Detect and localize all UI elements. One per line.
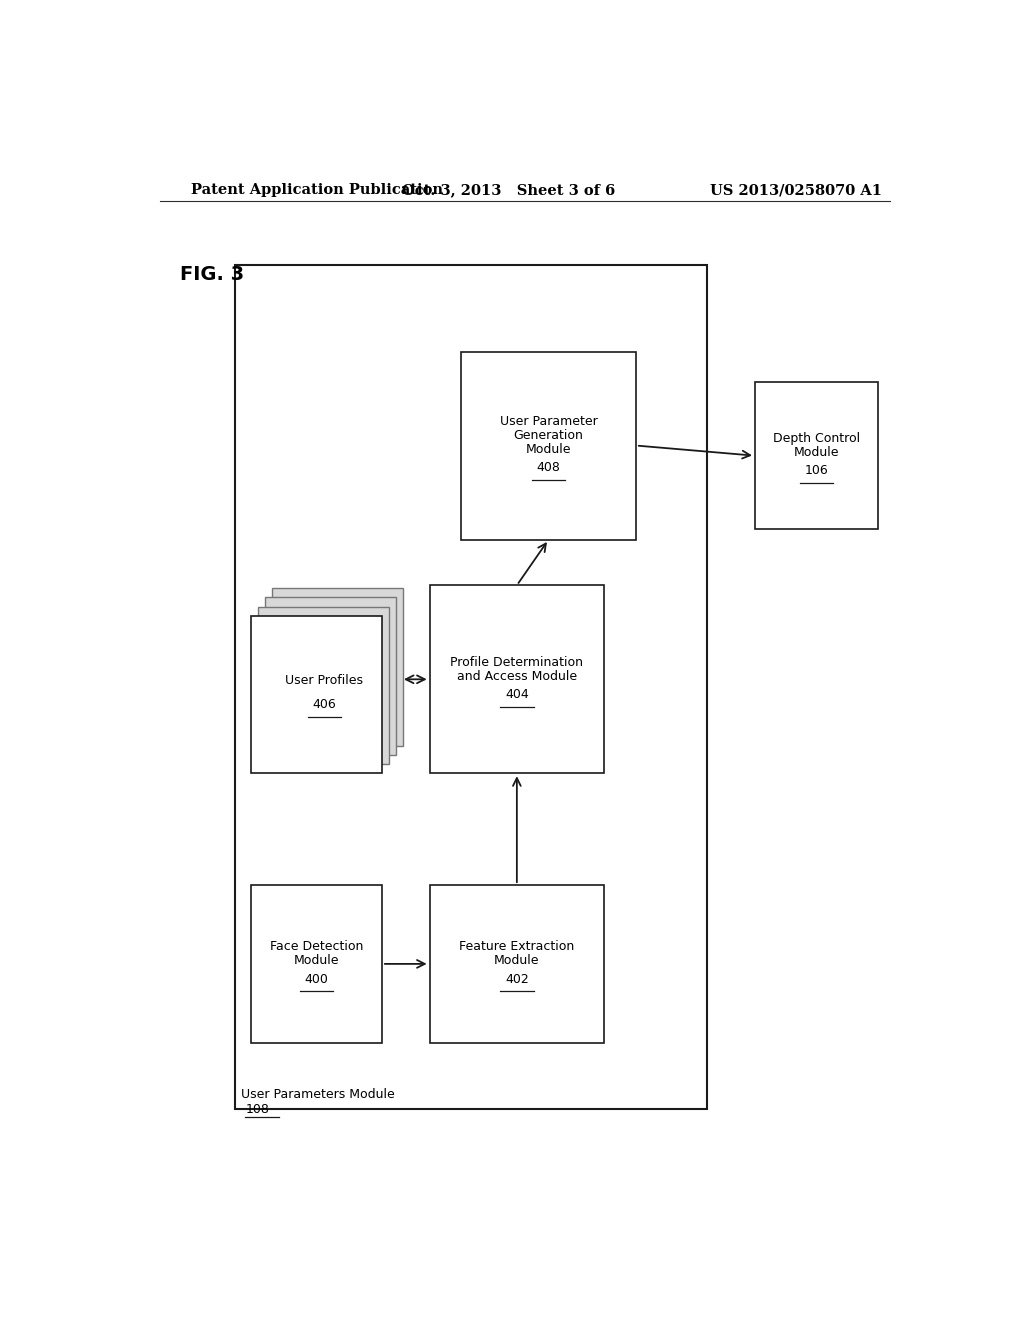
- Text: Patent Application Publication: Patent Application Publication: [191, 183, 443, 197]
- Text: Feature Extraction: Feature Extraction: [459, 940, 574, 953]
- Text: User Parameters Module: User Parameters Module: [242, 1088, 395, 1101]
- Bar: [236, 265, 708, 1109]
- Text: 408: 408: [537, 462, 560, 474]
- Text: Oct. 3, 2013   Sheet 3 of 6: Oct. 3, 2013 Sheet 3 of 6: [402, 183, 615, 197]
- Text: 406: 406: [312, 698, 336, 711]
- Text: Generation: Generation: [514, 429, 584, 442]
- Text: 106: 106: [805, 465, 828, 478]
- Text: Face Detection: Face Detection: [269, 940, 364, 953]
- Bar: [258, 607, 389, 764]
- Bar: [755, 381, 878, 529]
- Text: 402: 402: [505, 973, 528, 986]
- Bar: [251, 886, 382, 1043]
- Text: and Access Module: and Access Module: [457, 669, 577, 682]
- Text: FIG. 3: FIG. 3: [179, 265, 244, 284]
- Text: User Profiles: User Profiles: [286, 673, 364, 686]
- Text: 108: 108: [246, 1102, 269, 1115]
- Bar: [430, 886, 604, 1043]
- Text: 400: 400: [304, 973, 329, 986]
- Text: Profile Determination: Profile Determination: [451, 656, 584, 668]
- Text: User Parameter: User Parameter: [500, 414, 597, 428]
- Bar: [265, 598, 396, 755]
- Text: Module: Module: [495, 954, 540, 968]
- Bar: [272, 589, 403, 746]
- Text: Module: Module: [794, 446, 840, 459]
- Bar: [430, 585, 604, 774]
- Text: Module: Module: [294, 954, 339, 968]
- Bar: [461, 351, 636, 540]
- Bar: [251, 615, 382, 774]
- Text: US 2013/0258070 A1: US 2013/0258070 A1: [710, 183, 882, 197]
- Text: Module: Module: [526, 444, 571, 457]
- Text: Depth Control: Depth Control: [773, 432, 860, 445]
- Text: 404: 404: [505, 688, 528, 701]
